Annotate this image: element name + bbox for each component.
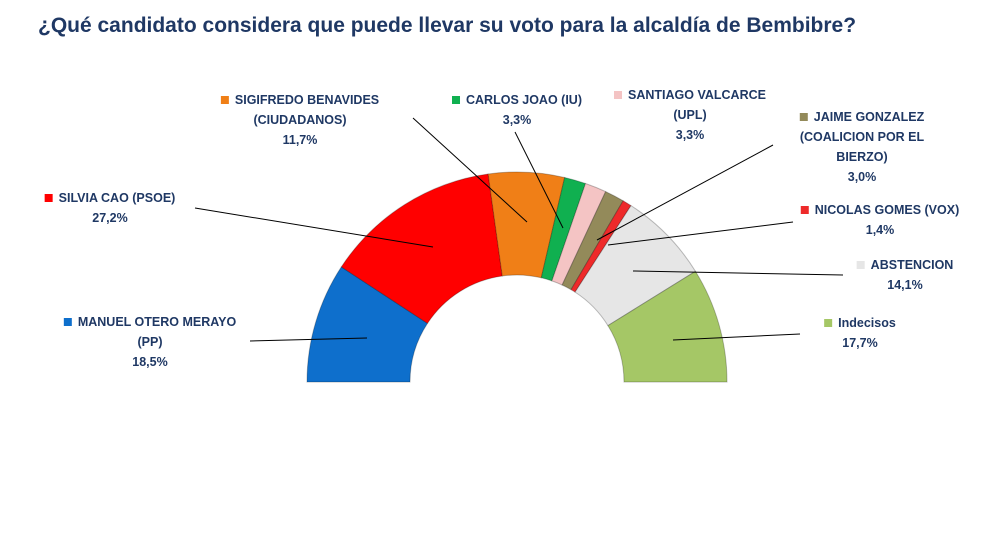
slice-0	[306, 266, 429, 383]
label-line: CARLOS JOAO (IU)	[452, 90, 582, 110]
label-text: SIGIFREDO BENAVIDES	[234, 93, 380, 107]
label-text: Indecisos	[838, 316, 896, 330]
slice-5	[561, 190, 624, 291]
legend-marker	[799, 113, 808, 121]
label-line: ABSTENCION	[856, 255, 954, 275]
leader-line	[632, 270, 844, 276]
label-text: (COALICION POR EL	[799, 130, 925, 144]
data-label: Indecisos 17,7%	[824, 313, 896, 353]
data-label: MANUEL OTERO MERAYO (PP) 18,5%	[63, 312, 237, 372]
label-line: (PP)	[64, 332, 236, 352]
label-line: BIERZO)	[800, 147, 924, 167]
leader-line	[249, 337, 368, 342]
label-text: CARLOS JOAO (IU)	[466, 93, 582, 107]
label-text: SANTIAGO VALCARCE	[628, 88, 766, 102]
label-text: ABSTENCION	[870, 258, 954, 272]
label-line: Indecisos	[824, 313, 896, 333]
label-line: SANTIAGO VALCARCE	[614, 85, 766, 105]
value-label: 3,3%	[502, 113, 532, 127]
data-label: NICOLAS GOMES (VOX) 1,4%	[800, 200, 960, 240]
data-label: ABSTENCION 14,1%	[856, 255, 954, 295]
value-label: 3,0%	[847, 170, 877, 184]
label-line: SILVIA CAO (PSOE)	[44, 188, 176, 208]
label-text: BIERZO)	[836, 150, 888, 164]
label-text: (CIUDADANOS)	[253, 113, 347, 127]
value-label: 27,2%	[92, 211, 128, 225]
label-line: (COALICION POR EL	[800, 127, 924, 147]
slice-8	[607, 270, 728, 383]
chart-title: ¿Qué candidato considera que puede lleva…	[38, 14, 857, 37]
legend-marker	[824, 319, 833, 327]
legend-marker	[452, 96, 461, 104]
leader-line	[672, 333, 801, 341]
data-label: SILVIA CAO (PSOE) 27,2%	[44, 188, 176, 228]
label-text: MANUEL OTERO MERAYO	[77, 315, 237, 329]
label-text: (UPL)	[673, 108, 707, 122]
value-label: 18,5%	[132, 355, 168, 369]
slice-4	[551, 182, 607, 286]
label-text: JAIME GONZALEZ	[813, 110, 925, 124]
slice-1	[340, 173, 503, 325]
slice-7	[574, 204, 697, 327]
label-line: (UPL)	[614, 105, 766, 125]
legend-marker	[44, 194, 53, 202]
leader-line	[607, 221, 794, 246]
leader-line	[194, 207, 434, 248]
value-label: 11,7%	[282, 133, 318, 147]
label-line: SIGIFREDO BENAVIDES	[220, 90, 380, 110]
leader-line	[596, 144, 774, 241]
data-label: SANTIAGO VALCARCE (UPL) 3,3%	[614, 85, 766, 145]
slice-6	[570, 200, 632, 293]
legend-marker	[856, 261, 865, 269]
value-label: 14,1%	[887, 278, 923, 292]
label-text: (PP)	[137, 335, 163, 349]
data-label: CARLOS JOAO (IU) 3,3%	[452, 90, 582, 130]
label-text: SILVIA CAO (PSOE)	[58, 191, 176, 205]
label-line: JAIME GONZALEZ	[799, 107, 925, 127]
value-label: 17,7%	[842, 336, 878, 350]
legend-marker	[220, 96, 229, 104]
data-label: SIGIFREDO BENAVIDES (CIUDADANOS) 11,7%	[220, 90, 380, 150]
label-line: NICOLAS GOMES (VOX)	[800, 200, 960, 220]
value-label: 1,4%	[865, 223, 895, 237]
leader-line	[514, 131, 564, 229]
value-label: 3,3%	[675, 128, 705, 142]
label-line: MANUEL OTERO MERAYO	[63, 312, 237, 332]
legend-marker	[614, 91, 623, 99]
data-label: JAIME GONZALEZ (COALICION POR EL BIERZO) 3,…	[799, 107, 925, 187]
legend-marker	[63, 318, 72, 326]
leader-line	[412, 117, 528, 223]
label-text: NICOLAS GOMES (VOX)	[814, 203, 960, 217]
legend-marker	[800, 206, 809, 214]
label-line: (CIUDADANOS)	[221, 110, 379, 130]
